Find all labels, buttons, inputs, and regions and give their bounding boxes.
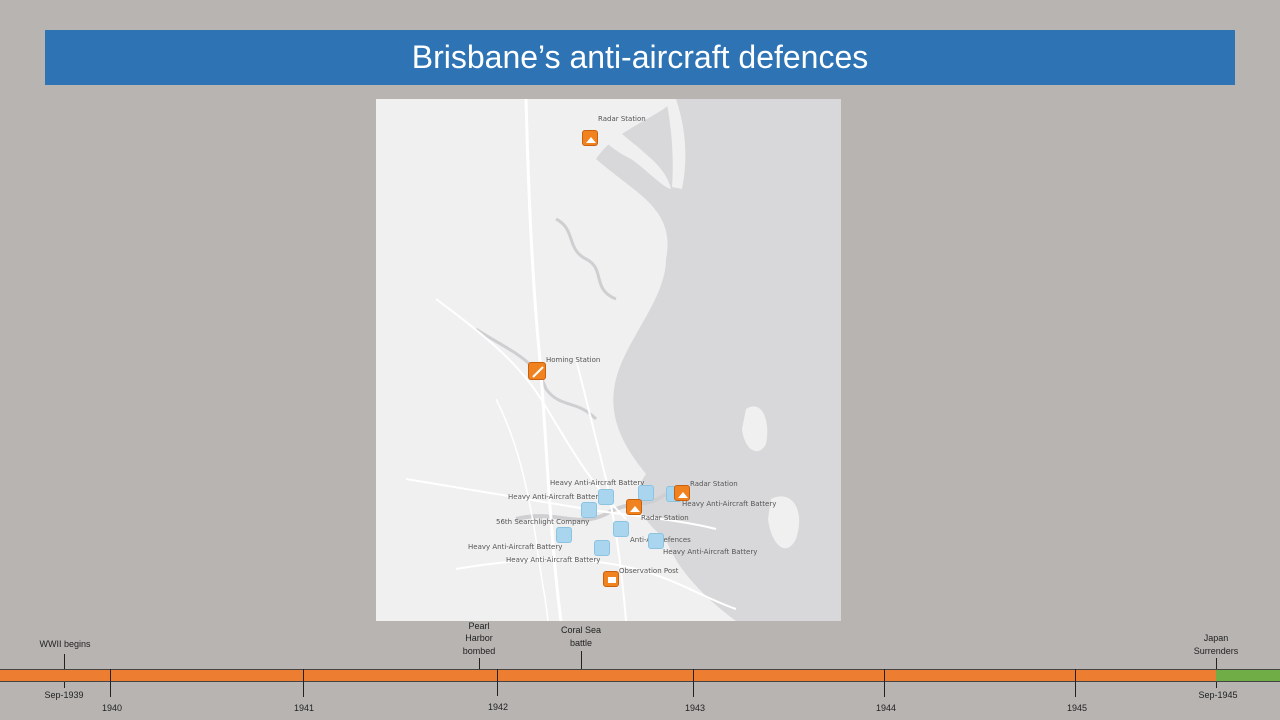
searchlight-icon[interactable] (581, 502, 597, 518)
event-wwii-begins: WWII begins (39, 639, 91, 649)
map-label-radar-station-mid: Radar Station (641, 514, 689, 522)
year-tick (303, 669, 304, 697)
event-coral-sea-line-1: Coral Sea (560, 625, 602, 635)
event-tick (1216, 658, 1217, 669)
road (435, 298, 627, 520)
map-label-observation-post: Observation Post (619, 567, 679, 575)
war-period-bar (0, 669, 1216, 682)
battery-icon[interactable] (638, 485, 654, 501)
battery-icon[interactable] (598, 489, 614, 505)
date-sep-1939: Sep-1939 (44, 690, 84, 700)
year-tick (497, 669, 498, 696)
map-label-haab-3: Heavy Anti-Aircraft Battery (682, 500, 777, 508)
event-tick (581, 651, 582, 669)
bribie-island (666, 99, 686, 189)
event-pearl-harbor-line-1: Pearl (468, 621, 490, 631)
event-pearl-harbor-line-2: Harbor (465, 633, 493, 643)
event-tick (64, 654, 65, 669)
brisbane-map[interactable]: Radar Station Homing Station Heavy Anti-… (376, 99, 841, 621)
battery-icon[interactable] (613, 521, 629, 537)
year-tick (884, 669, 885, 697)
date-tick (64, 682, 65, 688)
event-coral-sea-line-2: battle (569, 638, 593, 648)
map-label-searchlight: 56th Searchlight Company (496, 518, 590, 526)
moreton-bay (596, 99, 841, 621)
island-1 (742, 406, 768, 452)
peninsula (586, 104, 671, 189)
date-sep-1945: Sep-1945 (1198, 690, 1238, 700)
map-label-haab-6: Heavy Anti-Aircraft Battery (506, 556, 601, 564)
radar-station-icon[interactable] (674, 485, 690, 501)
date-1943: 1943 (684, 703, 706, 713)
event-japan-line-2: Surrenders (1193, 646, 1239, 656)
year-tick (693, 669, 694, 697)
battery-icon[interactable] (556, 527, 572, 543)
map-label-haab-4: Heavy Anti-Aircraft Battery (468, 543, 563, 551)
radar-station-icon[interactable] (582, 130, 598, 146)
radar-station-icon[interactable] (626, 499, 642, 515)
event-japan-line-1: Japan (1203, 633, 1229, 643)
map-label-haab-5: Heavy Anti-Aircraft Battery (663, 548, 758, 556)
road (495, 398, 549, 621)
date-1941: 1941 (293, 703, 315, 713)
observation-post-icon[interactable] (603, 571, 619, 587)
road (455, 558, 737, 610)
date-1940: 1940 (101, 703, 123, 713)
year-tick (1075, 669, 1076, 697)
map-label-haab-2: Heavy Anti-Aircraft Battery (508, 493, 603, 501)
island-2 (768, 496, 800, 549)
highway (524, 99, 563, 621)
event-pearl-harbor-line-3: bombed (462, 646, 496, 656)
date-1942: 1942 (487, 702, 509, 712)
homing-station-icon[interactable] (528, 362, 546, 380)
river (475, 327, 598, 421)
battery-icon[interactable] (594, 540, 610, 556)
anti-air-icon[interactable] (648, 533, 664, 549)
river (555, 217, 617, 301)
slide-title: Brisbane’s anti-aircraft defences (45, 30, 1235, 85)
brisbane-river (515, 492, 668, 522)
map-label-radar-station-east: Radar Station (690, 480, 738, 488)
date-tick (1216, 682, 1217, 688)
event-tick (479, 658, 480, 669)
date-1945: 1945 (1066, 703, 1088, 713)
map-label-haab-1: Heavy Anti-Aircraft Battery (550, 479, 645, 487)
map-label-radar-station-north: Radar Station (598, 115, 646, 123)
year-tick (110, 669, 111, 697)
post-war-bar (1216, 669, 1280, 682)
map-label-homing-station: Homing Station (546, 356, 601, 364)
slide-title-text: Brisbane’s anti-aircraft defences (411, 39, 869, 75)
road (575, 358, 627, 621)
date-1944: 1944 (875, 703, 897, 713)
war-timeline (0, 669, 1280, 682)
